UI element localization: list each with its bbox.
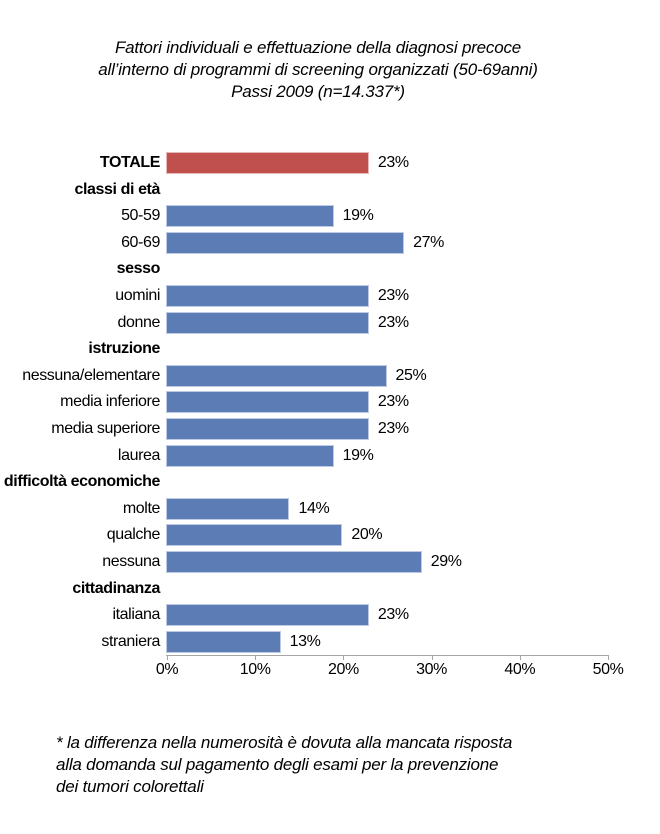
x-axis-tick: [167, 656, 168, 660]
x-axis: [166, 655, 609, 656]
bar-row: nessuna 29%: [0, 549, 660, 576]
value-label: 20%: [351, 526, 383, 544]
value-label: 23%: [377, 313, 409, 331]
x-axis-tick: [519, 656, 521, 660]
value-label: 23%: [377, 154, 409, 171]
group-header-row: classi di età: [0, 177, 660, 204]
value-label: 23%: [377, 419, 409, 437]
category-label: qualche: [106, 526, 161, 544]
chart-title: Fattori individuali e effettuazione dell…: [8, 37, 628, 103]
x-axis-tick-label: 0%: [155, 661, 179, 678]
value-label: 13%: [289, 632, 321, 650]
bar: [166, 524, 343, 547]
category-label: straniera: [101, 632, 160, 650]
category-label: nessuna/elementare: [22, 366, 160, 384]
bar-row: 60-69 27%: [0, 230, 660, 257]
category-label: molte: [122, 499, 161, 517]
group-header-label: difficoltà economiche: [3, 473, 160, 491]
bar-row: media inferiore 23%: [0, 389, 660, 416]
category-label: 50-59: [121, 207, 160, 225]
x-axis-tick: [255, 656, 257, 660]
x-axis-tick-label: 20%: [327, 661, 359, 678]
value-label: 23%: [377, 286, 409, 304]
bar-row: TOTALE 23%: [0, 150, 660, 177]
bar-row: media superiore 23%: [0, 416, 660, 443]
bar: [166, 417, 369, 440]
bar: [166, 231, 405, 254]
bar-row: donne 23%: [0, 310, 660, 337]
category-label: media inferiore: [60, 393, 160, 411]
bar: [166, 391, 369, 414]
group-header-row: sesso: [0, 256, 660, 283]
value-label: 14%: [298, 499, 330, 517]
group-header-label: sesso: [116, 260, 161, 278]
category-label: TOTALE: [99, 154, 161, 171]
group-header-label: classi di età: [74, 180, 160, 198]
value-label: 29%: [430, 552, 462, 570]
bar: [166, 550, 422, 573]
bar: [166, 311, 369, 334]
x-axis-tick: [608, 656, 609, 660]
value-label: 25%: [395, 366, 427, 384]
bar-row: nessuna/elementare 25%: [0, 363, 660, 390]
value-label: 19%: [342, 207, 374, 225]
bar: [166, 444, 334, 467]
category-label: 60-69: [121, 233, 160, 251]
bar: [166, 497, 290, 520]
chart-title-line-3: Passi 2009 (n=14.337*): [231, 82, 405, 101]
value-label: 27%: [413, 233, 444, 251]
bar-row: italiana 23%: [0, 602, 660, 629]
footnote-line-1: * la differenza nella numerosità è dovut…: [56, 733, 513, 752]
group-header-label: cittadinanza: [72, 579, 160, 597]
bar: [166, 152, 369, 174]
x-axis-tick-label: 50%: [592, 661, 624, 678]
footnote: * la differenza nella numerosità è dovut…: [56, 732, 611, 798]
value-label: 23%: [377, 606, 409, 624]
group-header-label: istruzione: [88, 340, 160, 358]
category-label: uomini: [115, 286, 160, 304]
bar-row: molte 14%: [0, 496, 660, 523]
category-label: media superiore: [51, 419, 160, 437]
bar: [166, 205, 334, 228]
x-axis-tick-label: 30%: [416, 661, 447, 678]
footnote-line-2: alla domanda sul pagamento degli esami p…: [56, 755, 499, 774]
bar-row: 50-59 19%: [0, 203, 660, 230]
value-label: 19%: [342, 446, 374, 464]
category-label: donne: [117, 313, 161, 331]
value-label: 23%: [377, 393, 409, 411]
category-label: italiana: [112, 606, 160, 624]
x-axis-tick: [343, 656, 345, 660]
group-header-row: cittadinanza: [0, 576, 660, 603]
group-header-row: istruzione: [0, 336, 660, 363]
x-axis-tick: [431, 656, 433, 660]
x-axis-tick-label: 10%: [239, 661, 271, 678]
chart-title-line-2: all’interno di programmi di screening or…: [98, 60, 538, 79]
bar-row: laurea 19%: [0, 443, 660, 470]
bar-chart: TOTALE 23% classi di età 50-59 19% 60-69 27% se…: [0, 150, 660, 655]
bar-row: qualche 20%: [0, 522, 660, 549]
category-label: laurea: [117, 446, 160, 464]
footnote-line-3: dei tumori colorettali: [56, 777, 204, 796]
bar: [166, 284, 369, 307]
category-label: nessuna: [102, 552, 160, 570]
chart-title-line-1: Fattori individuali e effettuazione dell…: [114, 38, 522, 57]
x-axis-tick-label: 40%: [504, 661, 536, 678]
bar-row: straniera 13%: [0, 629, 660, 656]
bar-row: uomini 23%: [0, 283, 660, 310]
bar: [166, 364, 387, 387]
bar: [166, 604, 369, 627]
group-header-row: difficoltà economiche: [0, 469, 660, 496]
bar: [166, 630, 281, 653]
